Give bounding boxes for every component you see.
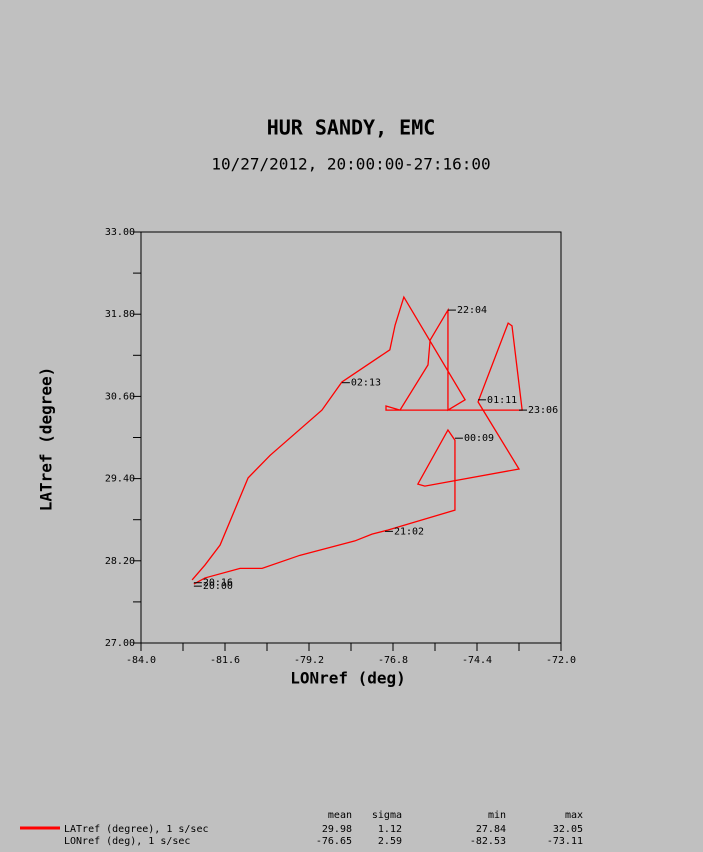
stats-value: 1.12 — [378, 824, 402, 835]
annotation: 20:16 — [203, 578, 233, 589]
x-tick-label: -79.2 — [294, 655, 324, 666]
x-tick-label: -81.6 — [210, 655, 240, 666]
y-tick-label: 28.20 — [105, 556, 135, 567]
track-line — [191, 295, 523, 585]
stats-value: -76.65 — [316, 836, 352, 847]
x-tick-label: -84.0 — [126, 655, 156, 666]
stats-value: 2.59 — [378, 836, 402, 847]
stats-header: max — [565, 810, 583, 821]
stats-value: 27.84 — [476, 824, 506, 835]
stats-value: 29.98 — [322, 824, 352, 835]
x-axis-label: LONref (deg) — [290, 669, 406, 688]
y-tick-label: 30.60 — [105, 391, 135, 402]
stats-value: -73.11 — [547, 836, 583, 847]
annotation: 23:06 — [528, 405, 558, 416]
annotation: 00:09 — [464, 433, 494, 444]
stats-value: -82.53 — [470, 836, 506, 847]
y-tick-label: 27.00 — [105, 638, 135, 649]
x-tick-label: -72.0 — [546, 655, 576, 666]
y-axis-label: LATref (degree) — [37, 367, 56, 512]
y-tick-label: 31.80 — [105, 309, 135, 320]
annotation: 22:04 — [457, 305, 487, 316]
chart-subtitle: 10/27/2012, 20:00:00-27:16:00 — [211, 155, 490, 174]
stats-header: mean — [328, 810, 352, 821]
annotation: 01:11 — [487, 395, 517, 406]
stats-header: min — [488, 810, 506, 821]
y-tick-label: 29.40 — [105, 474, 135, 485]
stats-value: 32.05 — [553, 824, 583, 835]
annotation: 02:13 — [351, 378, 381, 389]
stats-row-name: LATref (degree), 1 s/sec — [64, 824, 209, 835]
chart-title: HUR SANDY, EMC — [267, 116, 436, 140]
annotation: 21:02 — [394, 526, 424, 537]
x-tick-label: -76.8 — [378, 655, 408, 666]
stats-row-name: LONref (deg), 1 s/sec — [64, 836, 190, 847]
annotation: 20:00 — [203, 581, 233, 592]
x-tick-label: -74.4 — [462, 655, 492, 666]
y-tick-label: 33.00 — [105, 227, 135, 238]
stats-header: sigma — [372, 810, 402, 821]
